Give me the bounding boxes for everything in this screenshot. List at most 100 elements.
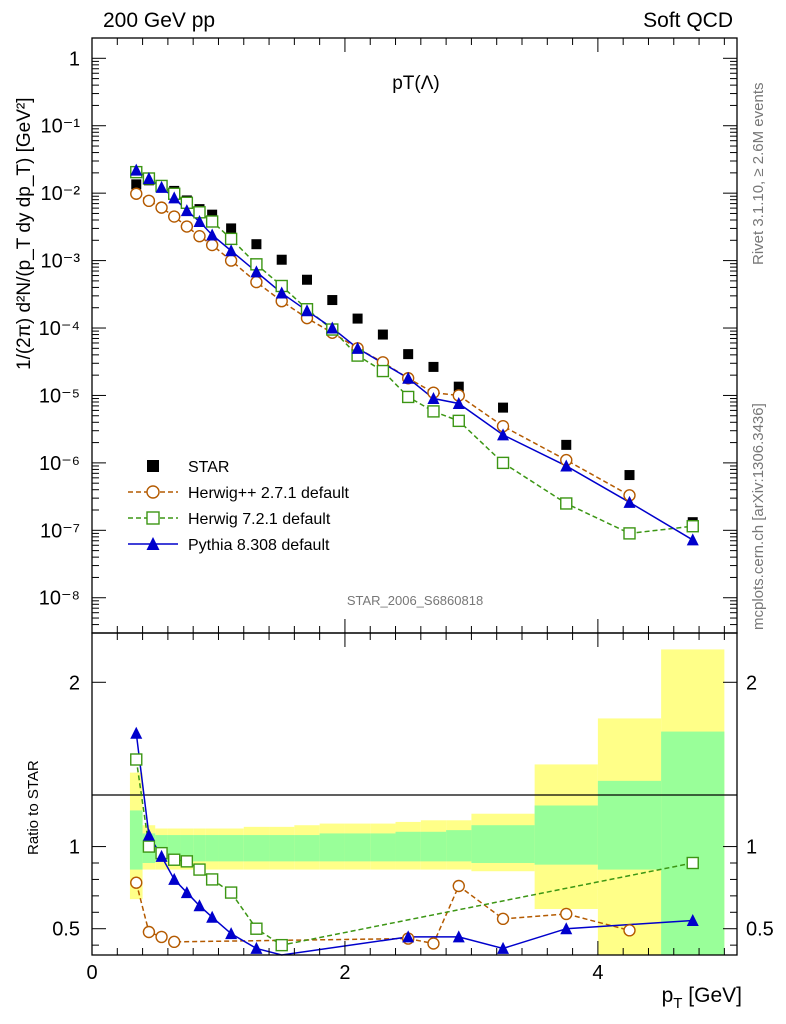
ratio-point-series-0-5 — [427, 937, 440, 950]
ratio-point-series-1-4 — [180, 855, 194, 868]
ratio-point-series-2-6 — [206, 910, 219, 923]
main-point-series-3-11 — [326, 321, 339, 334]
main-point-series-1-0 — [130, 187, 143, 200]
main-point-series-3-16 — [497, 428, 510, 441]
ratio-y-tick-label-left: 2 — [69, 672, 80, 694]
main-series-markers — [130, 163, 699, 546]
main-point-series-2-19 — [623, 527, 636, 540]
main-point-series-3-3 — [168, 191, 181, 204]
x-tick-label: 4 — [592, 962, 603, 984]
ratio-point-series-2-11 — [452, 930, 465, 943]
ratio-y-tick-label-right: 2 — [746, 672, 757, 694]
ratio-point-series-2-14 — [686, 914, 699, 926]
ratio-band-green-6 — [205, 835, 219, 862]
main-point-series-0-19 — [624, 470, 635, 481]
ratio-point-series-1-6 — [205, 873, 219, 886]
main-point-series-1-4 — [180, 220, 194, 233]
header-right: Soft QCD — [643, 9, 733, 32]
main-plot-title: pT(Λ) — [392, 73, 440, 94]
ratio-band-green-14 — [395, 831, 421, 862]
legend-label-0: STAR — [188, 459, 229, 476]
ratio-point-series-2-8 — [250, 941, 263, 954]
ratio-point-series-2-10 — [402, 930, 415, 943]
ratio-point-series-1-5 — [193, 863, 206, 876]
header-left: 200 GeV pp — [103, 9, 215, 32]
main-y-tick-label: 10⁻³ — [41, 251, 81, 273]
ratio-point-series-0-9 — [623, 924, 636, 937]
main-point-series-2-17 — [496, 456, 510, 470]
main-point-series-1-7 — [224, 254, 238, 267]
legend-marker-3 — [146, 537, 160, 550]
main-point-series-2-6 — [205, 215, 219, 228]
x-tick-label: 0 — [86, 962, 97, 984]
main-point-series-2-13 — [376, 364, 390, 378]
ratio-band-green-18 — [534, 805, 598, 865]
ratio-band-green-7 — [218, 835, 244, 862]
rivet-label: Rivet 3.1.10, ≥ 2.6M events — [750, 83, 767, 266]
main-point-series-3-1 — [142, 171, 155, 184]
main-point-series-0-16 — [453, 381, 464, 392]
ratio-point-series-1-1 — [142, 840, 156, 853]
ratio-point-series-0-0 — [130, 876, 143, 889]
main-point-series-0-9 — [276, 254, 287, 265]
main-point-series-3-0 — [130, 163, 143, 176]
main-y-tick-label: 10⁻⁸ — [39, 588, 80, 610]
main-point-series-0-18 — [561, 439, 572, 450]
ratio-point-series-0-3 — [168, 935, 181, 949]
main-point-series-2-20 — [686, 520, 699, 533]
main-y-tick-label: 10⁻⁴ — [39, 318, 80, 340]
main-point-series-1-1 — [142, 194, 156, 208]
ratio-point-series-0-2 — [155, 930, 168, 944]
ratio-band-green-10 — [294, 835, 320, 862]
ratio-band-green-9 — [269, 835, 295, 862]
main-y-tick-label: 10⁻⁶ — [39, 453, 80, 475]
ratio-y-tick-label-right: 0.5 — [746, 919, 774, 941]
main-point-series-3-7 — [225, 244, 238, 257]
ratio-point-series-1-10 — [686, 856, 699, 870]
main-point-series-2-18 — [560, 497, 573, 510]
main-point-series-0-14 — [403, 349, 414, 360]
main-point-series-2-15 — [427, 405, 440, 418]
main-line-series-2 — [135, 171, 693, 535]
ratio-point-series-2-7 — [225, 927, 238, 940]
x-tick-label: 2 — [339, 962, 350, 984]
ratio-uncertainty-bands — [129, 649, 725, 955]
main-point-series-3-6 — [206, 228, 219, 241]
ratio-y-axis-label: Ratio to STAR — [25, 760, 42, 855]
main-y-tick-label: 10⁻⁵ — [39, 385, 80, 407]
x-axis-label: pT [GeV] — [662, 984, 742, 1012]
legend-marker-2 — [146, 511, 160, 525]
ratio-band-green-0 — [129, 810, 143, 870]
main-point-series-0-17 — [498, 402, 509, 413]
main-point-series-3-19 — [686, 533, 699, 546]
ratio-plot-area — [92, 649, 737, 956]
ratio-point-series-2-1 — [142, 828, 155, 841]
main-point-series-3-2 — [155, 180, 168, 193]
main-point-series-3-8 — [250, 265, 263, 278]
ratio-band-green-13 — [370, 833, 396, 862]
legend-label-3: Pythia 8.308 default — [188, 537, 330, 554]
watermark: STAR_2006_S6860818 — [347, 593, 483, 608]
ratio-band-green-15 — [420, 831, 447, 862]
main-point-series-3-14 — [427, 392, 440, 405]
ratio-point-series-1-9 — [275, 938, 288, 952]
main-point-series-0-7 — [226, 223, 237, 234]
ratio-band-green-17 — [471, 825, 535, 863]
ratio-point-series-2-3 — [168, 872, 181, 885]
main-y-axis-label: 1/(2π) d²N/(p_T dy dp_T) [GeV²] — [14, 97, 35, 370]
main-point-series-0-10 — [302, 274, 312, 285]
main-point-series-0-0 — [131, 179, 142, 190]
main-point-series-2-16 — [452, 414, 465, 428]
ratio-point-series-1-3 — [168, 853, 181, 866]
main-point-series-0-6 — [207, 209, 218, 220]
ratio-band-green-5 — [193, 835, 206, 862]
legend-marker-1 — [146, 485, 160, 499]
main-point-series-3-10 — [301, 304, 313, 317]
ratio-point-series-0-6 — [452, 879, 465, 893]
ratio-point-series-0-8 — [560, 907, 573, 921]
ratio-point-series-2-12 — [497, 941, 510, 954]
main-point-series-1-8 — [250, 275, 263, 289]
ratio-point-series-2-13 — [560, 922, 573, 935]
